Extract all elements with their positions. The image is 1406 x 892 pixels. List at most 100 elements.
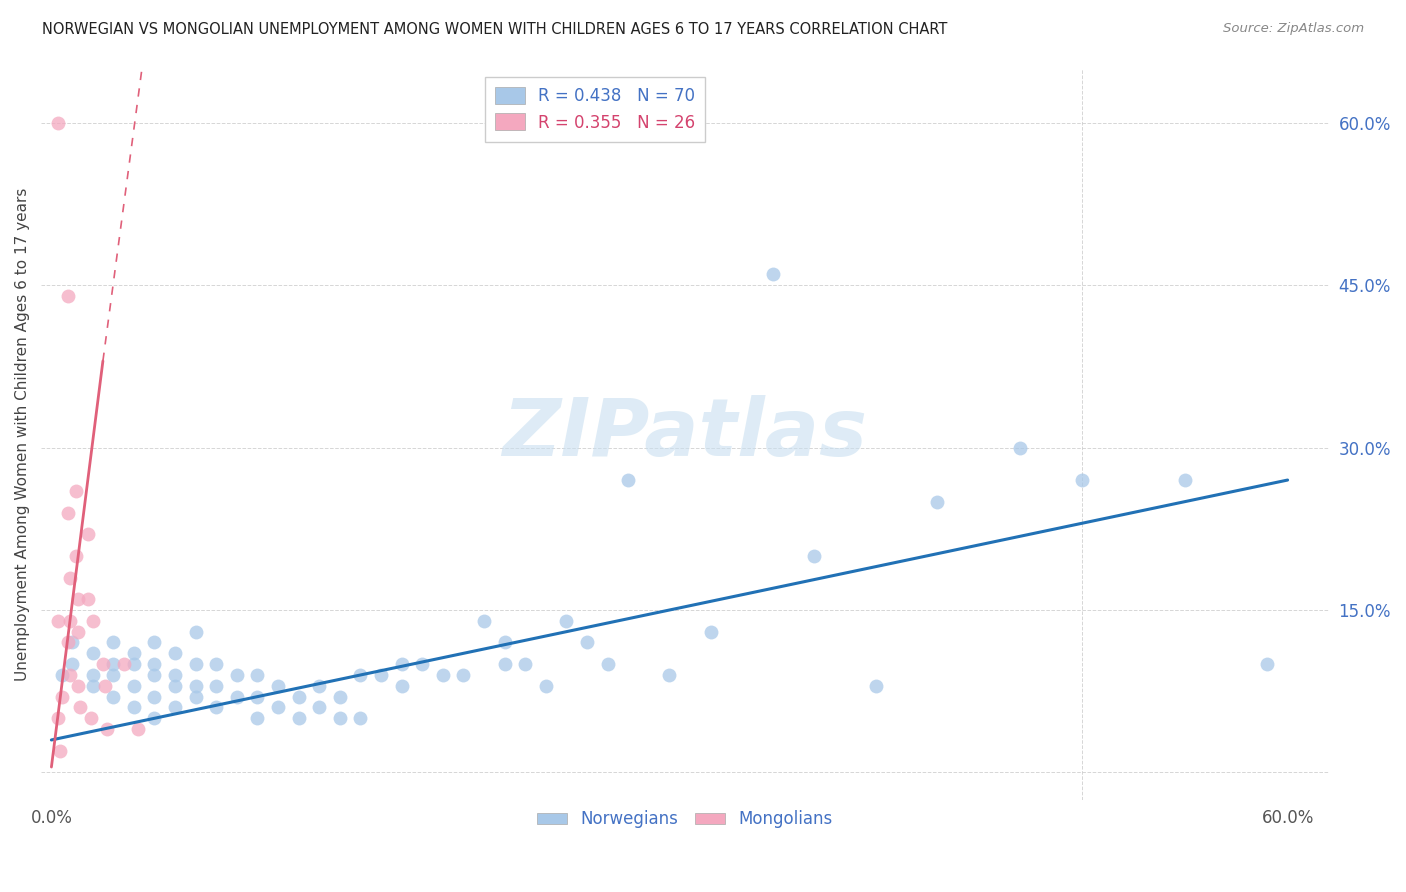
- Point: [143, 711, 166, 725]
- Point: [534, 679, 557, 693]
- Point: [699, 624, 721, 639]
- Point: [51, 690, 73, 704]
- Point: [287, 690, 309, 704]
- Text: ZIPatlas: ZIPatlas: [502, 395, 868, 473]
- Text: NORWEGIAN VS MONGOLIAN UNEMPLOYMENT AMONG WOMEN WITH CHILDREN AGES 6 TO 17 YEARS: NORWEGIAN VS MONGOLIAN UNEMPLOYMENT AMON…: [42, 22, 948, 37]
- Point: [617, 473, 640, 487]
- Point: [391, 679, 413, 693]
- Point: [143, 690, 166, 704]
- Point: [225, 690, 247, 704]
- Point: [103, 635, 125, 649]
- Point: [51, 668, 73, 682]
- Point: [329, 711, 352, 725]
- Point: [184, 690, 207, 704]
- Point: [122, 657, 145, 672]
- Point: [67, 592, 90, 607]
- Point: [60, 657, 83, 672]
- Point: [184, 657, 207, 672]
- Point: [77, 527, 100, 541]
- Point: [555, 614, 578, 628]
- Point: [349, 711, 371, 725]
- Point: [287, 711, 309, 725]
- Point: [127, 722, 149, 736]
- Point: [79, 711, 101, 725]
- Point: [122, 700, 145, 714]
- Point: [761, 267, 783, 281]
- Point: [103, 690, 125, 704]
- Point: [143, 657, 166, 672]
- Point: [56, 635, 79, 649]
- Point: [60, 635, 83, 649]
- Point: [267, 700, 290, 714]
- Point: [65, 549, 87, 563]
- Point: [432, 668, 454, 682]
- Point: [65, 483, 87, 498]
- Point: [103, 657, 125, 672]
- Point: [205, 679, 228, 693]
- Y-axis label: Unemployment Among Women with Children Ages 6 to 17 years: Unemployment Among Women with Children A…: [15, 187, 30, 681]
- Point: [453, 668, 475, 682]
- Point: [59, 614, 82, 628]
- Point: [56, 289, 79, 303]
- Point: [96, 722, 118, 736]
- Point: [576, 635, 599, 649]
- Text: Source: ZipAtlas.com: Source: ZipAtlas.com: [1223, 22, 1364, 36]
- Point: [308, 700, 330, 714]
- Point: [205, 700, 228, 714]
- Point: [1256, 657, 1278, 672]
- Point: [48, 744, 70, 758]
- Point: [103, 668, 125, 682]
- Point: [77, 592, 100, 607]
- Point: [370, 668, 392, 682]
- Point: [82, 679, 104, 693]
- Point: [46, 711, 69, 725]
- Point: [69, 700, 91, 714]
- Point: [225, 668, 247, 682]
- Point: [67, 679, 90, 693]
- Point: [143, 668, 166, 682]
- Point: [143, 635, 166, 649]
- Point: [391, 657, 413, 672]
- Point: [803, 549, 825, 563]
- Point: [67, 624, 90, 639]
- Point: [82, 614, 104, 628]
- Point: [1174, 473, 1197, 487]
- Point: [205, 657, 228, 672]
- Point: [56, 506, 79, 520]
- Point: [411, 657, 433, 672]
- Point: [349, 668, 371, 682]
- Point: [494, 657, 516, 672]
- Point: [1070, 473, 1092, 487]
- Point: [59, 668, 82, 682]
- Point: [46, 614, 69, 628]
- Point: [122, 646, 145, 660]
- Legend: Norwegians, Mongolians: Norwegians, Mongolians: [530, 804, 839, 835]
- Point: [596, 657, 619, 672]
- Point: [658, 668, 681, 682]
- Point: [163, 668, 186, 682]
- Point: [1008, 441, 1031, 455]
- Point: [122, 679, 145, 693]
- Point: [94, 679, 117, 693]
- Point: [184, 624, 207, 639]
- Point: [472, 614, 495, 628]
- Point: [865, 679, 887, 693]
- Point: [494, 635, 516, 649]
- Point: [246, 668, 269, 682]
- Point: [59, 570, 82, 584]
- Point: [927, 494, 949, 508]
- Point: [329, 690, 352, 704]
- Point: [163, 700, 186, 714]
- Point: [82, 668, 104, 682]
- Point: [112, 657, 135, 672]
- Point: [82, 646, 104, 660]
- Point: [246, 690, 269, 704]
- Point: [163, 646, 186, 660]
- Point: [308, 679, 330, 693]
- Point: [184, 679, 207, 693]
- Point: [246, 711, 269, 725]
- Point: [267, 679, 290, 693]
- Point: [163, 679, 186, 693]
- Point: [91, 657, 114, 672]
- Point: [515, 657, 537, 672]
